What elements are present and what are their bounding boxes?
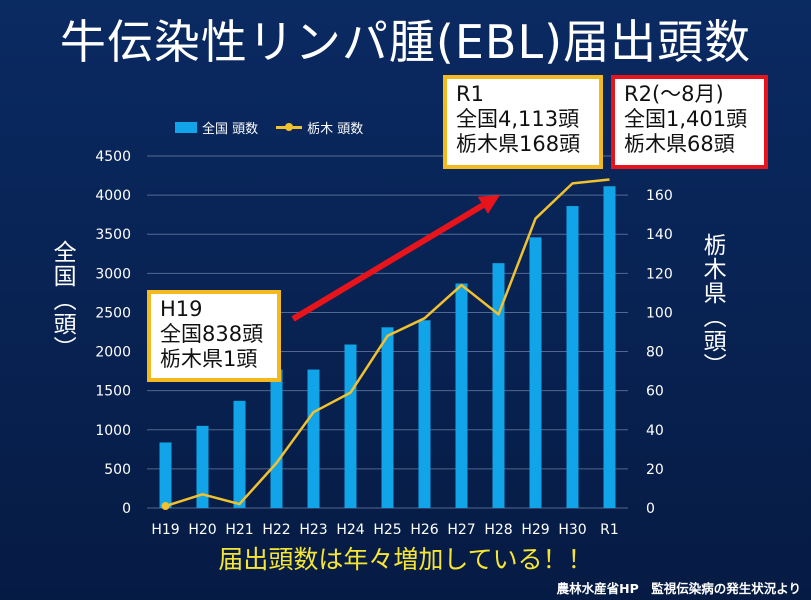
bar	[381, 327, 394, 508]
line-path	[165, 178, 610, 508]
left-axis-tick: 0	[122, 501, 131, 517]
bar	[233, 400, 246, 508]
x-axis-tick: R1	[600, 522, 619, 538]
left-axis-title: 全国（頭）	[49, 240, 76, 360]
callout-r1-line1: R1	[456, 82, 484, 106]
x-axis-tick: H28	[484, 522, 512, 538]
bar	[196, 425, 209, 508]
right-axis-ticks: 0 20 40 60 80 100 120 140 160	[646, 188, 673, 517]
callout-h19-line2: 全国838頭	[160, 322, 264, 346]
right-axis-tick: 100	[646, 305, 673, 321]
legend-line-swatch	[276, 123, 303, 131]
line-point	[161, 502, 170, 511]
arrow-head	[477, 195, 500, 214]
chart-legend: 全国 頭数 栃木 頭数	[175, 118, 363, 137]
x-axis-tick: H26	[410, 522, 438, 538]
arrow-shaft	[291, 202, 485, 322]
bar	[603, 186, 616, 508]
right-axis-tick: 40	[646, 423, 664, 439]
left-axis-ticks: 0 500 1000 1500 2000 2500 3000 3500 4000 4500	[95, 149, 131, 517]
callout-r2: R2(～8月) 全国1,401頭 栃木県68頭	[611, 75, 768, 169]
bar-series	[159, 186, 616, 508]
trend-arrow	[291, 195, 500, 322]
bar	[344, 344, 357, 508]
page-title: 牛伝染性リンパ腫(EBL)届出頭数	[59, 15, 752, 69]
x-axis-tick: H22	[262, 522, 290, 538]
left-axis-tick: 2500	[95, 305, 131, 321]
left-axis-tick: 500	[104, 462, 131, 478]
footer-message: 届出頭数は年々増加している！！	[218, 545, 593, 574]
x-axis-tick: H23	[299, 522, 327, 538]
callout-r1: R1 全国4,113頭 栃木県168頭	[443, 75, 603, 169]
bar	[529, 237, 542, 508]
callout-h19-line3: 栃木県1頭	[160, 347, 258, 371]
left-axis-tick: 1000	[95, 423, 131, 439]
right-axis-tick: 20	[646, 462, 664, 478]
callout-h19: H19 全国838頭 栃木県1頭	[147, 290, 281, 382]
bar	[418, 320, 431, 508]
right-axis-tick: 60	[646, 384, 664, 400]
left-axis-tick: 3500	[95, 227, 131, 243]
right-axis-tick: 80	[646, 345, 664, 361]
bar	[159, 442, 172, 508]
legend-line-label: 栃木 頭数	[307, 122, 364, 137]
x-axis-tick: H24	[336, 522, 364, 538]
x-axis-tick: H20	[188, 522, 216, 538]
line-series	[161, 178, 610, 511]
legend-item-bar: 全国 頭数	[175, 118, 258, 137]
x-axis-tick: H25	[373, 522, 401, 538]
legend-bar-swatch	[175, 122, 197, 133]
right-axis-tick: 0	[646, 501, 655, 517]
legend-bar-label: 全国 頭数	[202, 122, 259, 137]
x-axis-tick: H30	[558, 522, 586, 538]
callout-r1-line3: 栃木県168頭	[456, 132, 581, 156]
x-axis-tick: H27	[447, 522, 475, 538]
right-axis-title: 栃木県（頭）	[699, 233, 726, 377]
bar	[307, 369, 320, 508]
left-axis-tick: 4500	[95, 149, 131, 165]
x-axis-tick: H21	[225, 522, 253, 538]
x-axis-tick: H29	[521, 522, 549, 538]
callout-r2-line3: 栃木県68頭	[624, 132, 735, 156]
right-axis-tick: 160	[646, 188, 673, 204]
bar	[492, 263, 505, 508]
bar	[566, 206, 579, 508]
x-axis-tick: H19	[151, 522, 179, 538]
left-axis-tick: 2000	[95, 345, 131, 361]
right-axis-tick: 140	[646, 227, 673, 243]
bar	[270, 369, 283, 508]
callout-h19-line1: H19	[160, 297, 203, 321]
right-axis-tick: 120	[646, 266, 673, 282]
left-axis-tick: 1500	[95, 384, 131, 400]
callout-r1-line2: 全国4,113頭	[456, 107, 580, 131]
left-axis-tick: 3000	[95, 266, 131, 282]
callout-r2-line2: 全国1,401頭	[624, 107, 748, 131]
bar	[455, 283, 468, 508]
source-note: 農林水産省HP 監視伝染病の発生状況より	[556, 581, 801, 596]
callout-r2-line1: R2(～8月)	[624, 82, 724, 106]
legend-item-line: 栃木 頭数	[276, 118, 363, 137]
left-axis-tick: 4000	[95, 188, 131, 204]
x-axis-ticks: H19 H20 H21 H22 H23 H24 H25 H26 H27 H28 H29 H30 R1	[151, 522, 618, 538]
